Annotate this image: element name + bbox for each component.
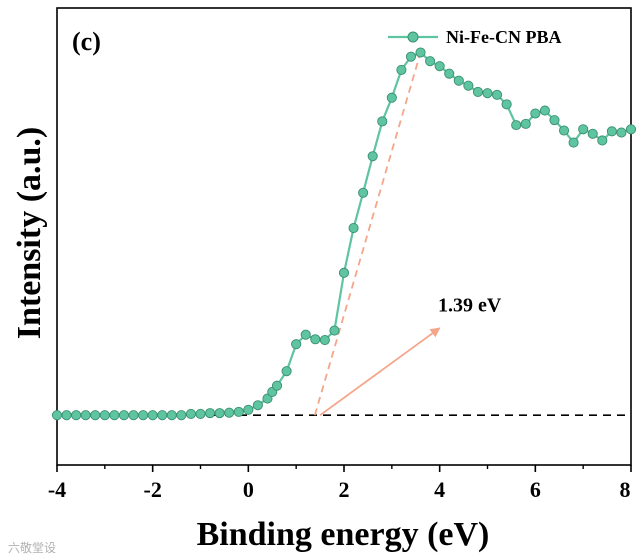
panel-label: (c) — [72, 27, 101, 56]
data-point — [224, 407, 235, 418]
data-point — [578, 124, 589, 135]
data-point — [252, 400, 263, 411]
x-tick-label: 0 — [243, 477, 254, 502]
data-point — [482, 88, 493, 99]
data-point — [415, 47, 426, 58]
data-point — [205, 408, 216, 419]
data-point — [61, 410, 72, 421]
data-point — [501, 99, 512, 110]
data-point — [243, 404, 254, 415]
data-point — [539, 105, 550, 116]
data-point — [291, 339, 302, 350]
data-point — [558, 125, 570, 136]
data-point — [80, 410, 91, 421]
data-point — [99, 410, 110, 421]
data-point — [138, 410, 149, 421]
data-point — [405, 51, 417, 62]
annotation-label: 1.39 eV — [438, 294, 502, 316]
data-point — [214, 408, 225, 419]
x-tick-label: 6 — [530, 477, 541, 502]
data-point — [367, 151, 378, 162]
data-point — [625, 124, 637, 135]
data-point — [109, 410, 120, 421]
data-point — [185, 408, 196, 420]
data-point — [377, 116, 388, 127]
watermark: 六敬堂设 — [8, 541, 56, 555]
data-point — [128, 410, 139, 421]
data-point — [530, 108, 541, 119]
data-point — [271, 380, 283, 391]
data-point — [520, 118, 531, 129]
data-point — [157, 410, 168, 421]
data-point — [281, 366, 292, 377]
legend-marker-swatch — [407, 31, 419, 43]
data-point — [358, 187, 369, 198]
legend: Ni-Fe-CN PBA — [388, 27, 561, 47]
data-point — [587, 128, 598, 139]
data-point — [492, 89, 503, 100]
y-axis-title: Intensity (a.u.) — [11, 127, 48, 340]
data-point — [319, 335, 330, 346]
x-axis-title: Binding energy (eV) — [197, 516, 490, 553]
data-point — [463, 80, 474, 91]
data-point — [425, 56, 436, 67]
data-point — [166, 410, 177, 421]
data-point — [396, 64, 407, 75]
data-point — [147, 410, 158, 421]
data-point — [338, 267, 350, 278]
data-point — [233, 406, 244, 417]
data-point — [51, 410, 63, 421]
annotation-arrow — [319, 327, 441, 416]
data-point — [71, 410, 82, 421]
x-tick-label: -2 — [144, 477, 162, 502]
series-points — [51, 47, 637, 421]
x-axis-ticks: -4 -2 0 2 4 6 8 — [48, 465, 632, 502]
data-point — [300, 329, 311, 340]
data-point — [616, 127, 627, 138]
data-point — [549, 115, 560, 126]
data-point — [310, 334, 321, 345]
data-point — [90, 410, 101, 421]
data-point — [195, 408, 206, 420]
data-point — [597, 135, 608, 146]
data-point — [348, 222, 359, 234]
x-tick-label: 4 — [434, 477, 445, 502]
x-tick-label: 2 — [339, 477, 350, 502]
data-point — [511, 120, 522, 131]
data-point — [434, 61, 445, 72]
legend-entry: Ni-Fe-CN PBA — [446, 27, 561, 47]
data-point — [176, 410, 187, 421]
plot-frame — [56, 7, 632, 466]
data-point — [606, 126, 617, 137]
data-point — [444, 68, 455, 79]
data-point — [118, 410, 130, 421]
data-point — [453, 75, 464, 86]
data-point — [472, 86, 483, 97]
onset-fit-dashed-line — [313, 52, 422, 416]
data-point — [568, 137, 579, 148]
data-point — [329, 325, 340, 336]
x-tick-label: 8 — [620, 477, 631, 502]
data-point — [386, 92, 397, 103]
x-tick-label: -4 — [48, 477, 66, 502]
